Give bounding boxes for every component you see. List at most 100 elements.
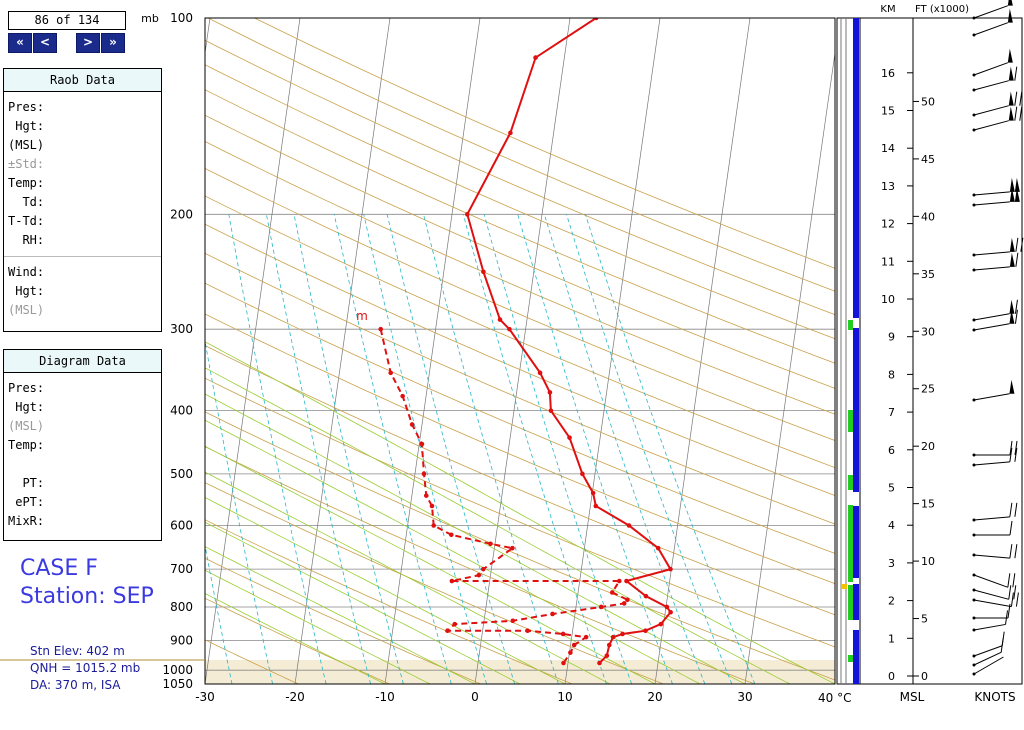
moist-adiabat (205, 393, 746, 684)
wind-barb-dot (972, 318, 976, 322)
last-record-button[interactable]: » (101, 33, 125, 53)
isotherm (384, 18, 481, 684)
raob-wind-hgt-label: Hgt: (8, 284, 45, 298)
temperature-line (466, 18, 673, 664)
mixing-ratio-line (363, 214, 487, 684)
wind-barb-dot (972, 533, 976, 537)
wind-barb-flag (1007, 48, 1013, 63)
temperature-point (537, 370, 543, 376)
pressure-unit-label: mb (141, 12, 159, 25)
wind-barb-feather (1020, 237, 1024, 252)
dewpoint-point (598, 604, 604, 610)
wind-barb-flag (1008, 106, 1014, 121)
km-tick-label: 6 (888, 444, 895, 457)
temperature-point (481, 269, 486, 275)
temperature-point (593, 503, 599, 509)
mixing-ratio-line (266, 214, 371, 684)
wind-barb-feather (1014, 299, 1018, 314)
moist-adiabat (205, 546, 476, 684)
temperature-point (464, 212, 470, 217)
dewpoint-point (609, 590, 615, 595)
dewpoint-point (448, 532, 454, 538)
wind-barb-feather (1001, 631, 1005, 646)
wind-barb-dot (972, 518, 976, 522)
wind-barb-dot (972, 328, 976, 332)
msl-label: MSL (900, 690, 925, 704)
wind-barb-feather (1015, 252, 1019, 267)
km-tick-label: 7 (888, 406, 895, 419)
mixing-ratio-line (205, 338, 273, 684)
dewpoint-point (423, 493, 429, 498)
diagram-pt-label: PT: (8, 476, 45, 490)
ft-tick-label: 30 (921, 325, 935, 338)
temperature-point (597, 660, 602, 666)
station-details: Stn Elev: 402 m QNH = 1015.2 mb DA: 370 … (30, 643, 140, 694)
raob-wind-msl-label: (MSL) (8, 303, 45, 317)
temperature-point (580, 471, 585, 477)
raob-wind-label: Wind: (8, 265, 45, 279)
temperature-point (655, 545, 661, 551)
strip-green-segment (848, 655, 853, 662)
wind-barb-feather (1012, 573, 1016, 588)
dry-adiabat (205, 168, 835, 441)
wind-barb-feather (1014, 544, 1018, 559)
ft-tick-label: 40 (921, 210, 935, 223)
moist-adiabat (205, 367, 791, 684)
wind-barb-shaft (973, 120, 1009, 131)
dewpoint-point (561, 660, 566, 666)
pressure-tick-label: 800 (170, 600, 193, 614)
first-record-button[interactable]: « (8, 33, 32, 53)
previous-record-button[interactable]: < (33, 33, 57, 53)
wind-barb-dot (972, 628, 976, 632)
temperature-point (508, 130, 513, 136)
mixing-ratio-line (544, 214, 706, 684)
wind-barb-shaft (973, 105, 1009, 116)
dry-adiabat (205, 639, 299, 684)
ft-tick-label: 25 (921, 383, 935, 396)
km-tick-label: 16 (881, 67, 895, 80)
dry-adiabat (205, 482, 664, 684)
temp-unit-label: 40 °C (818, 691, 851, 705)
wind-barb-dot (972, 672, 976, 676)
case-info: CASE F Station: SEP (20, 555, 154, 611)
wind-barb-flag (1008, 91, 1014, 106)
dewpoint-line (379, 328, 630, 664)
mixing-ratio-line (228, 214, 327, 684)
wind-barb-feather (1008, 585, 1012, 600)
next-record-button[interactable]: > (76, 33, 100, 53)
dewpoint-point (571, 642, 577, 648)
dry-adiabat (205, 64, 835, 340)
dry-adiabat (205, 519, 573, 684)
dewpoint-point (449, 578, 455, 584)
mixing-ratio-line (40, 214, 105, 684)
pressure-tick-label: 600 (170, 518, 193, 532)
wind-barb-shaft (973, 251, 1010, 256)
raob-rh-label: RH: (8, 233, 45, 247)
wind-barb-feather (1009, 544, 1013, 559)
wind-barb-dot (972, 588, 976, 592)
wind-barb-feather (1014, 309, 1018, 324)
wind-barb-dot (972, 463, 976, 467)
km-tick-label: 10 (881, 293, 895, 306)
wind-altitude-axis: 0123456789101112131415160510152025303540… (881, 18, 935, 684)
dewpoint-point (488, 541, 493, 547)
wind-barb-shaft (973, 266, 1010, 271)
wind-barb-flag (1009, 309, 1015, 324)
dewpoint-point (476, 572, 482, 578)
strip-green-segment (848, 505, 853, 582)
km-tick-label: 13 (881, 180, 895, 193)
wind-barb-feather (1009, 447, 1013, 462)
wind-barb-feather (1014, 502, 1018, 517)
km-tick-label: 1 (888, 632, 895, 645)
plot-frame (204, 17, 836, 685)
wind-barb-dot (972, 33, 976, 37)
raob-td-label: Td: (8, 195, 45, 209)
dry-adiabat (205, 114, 835, 389)
mixing-ratio-line (333, 214, 452, 684)
km-tick-label: 4 (888, 519, 895, 532)
temperature-point (593, 18, 599, 21)
dewpoint-point (510, 618, 516, 624)
diagram-mixr-label: MixR: (8, 514, 45, 528)
ft-tick-label: 45 (921, 153, 935, 166)
